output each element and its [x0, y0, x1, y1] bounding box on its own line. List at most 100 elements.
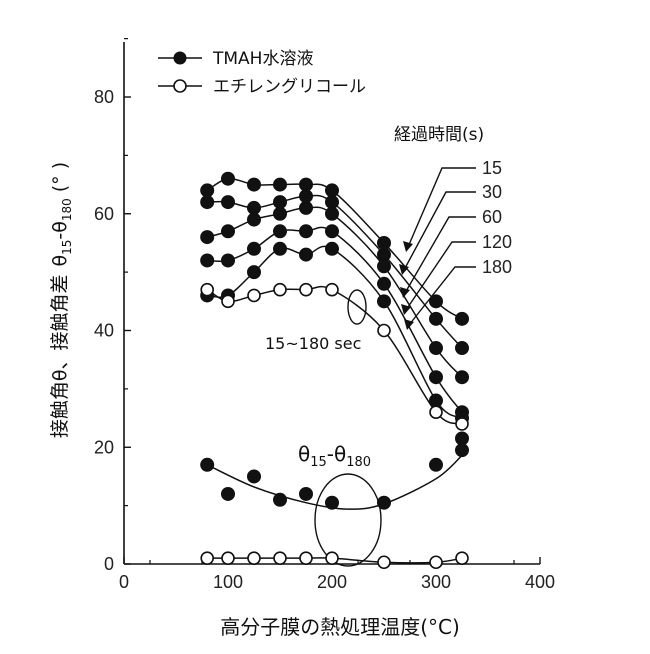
data-point-open	[273, 551, 287, 565]
time-label: 15	[482, 158, 502, 178]
data-point-filled	[299, 247, 313, 262]
data-point-filled	[200, 183, 215, 198]
data-point-filled	[455, 311, 469, 326]
data-point-filled	[377, 259, 391, 274]
x-axis-label: 高分子膜の熱処理温度(°C)	[220, 615, 460, 639]
data-point-open	[455, 551, 469, 565]
data-point-filled	[377, 235, 391, 250]
data-point-filled	[299, 486, 313, 501]
x-tick-label: 100	[213, 572, 243, 592]
time-label-arrowheads	[399, 241, 414, 330]
data-point-open	[325, 551, 339, 565]
y-tick-label: 60	[94, 204, 114, 224]
data-point-filled	[325, 224, 339, 239]
data-point-open	[299, 282, 313, 297]
annotation-shapes	[314, 167, 476, 567]
data-point-filled	[200, 457, 215, 472]
data-point-filled	[325, 206, 339, 221]
y-tick-label: 0	[104, 554, 114, 574]
data-point-open	[299, 551, 313, 565]
time-legend-labels: 15 30 60 120 180	[482, 158, 512, 277]
data-point-filled	[299, 224, 313, 239]
data-point-open	[455, 417, 469, 431]
data-point-open	[221, 294, 235, 309]
data-point-filled	[377, 247, 391, 262]
data-point-filled	[200, 230, 215, 245]
data-point-filled	[273, 195, 287, 210]
data-point-filled	[429, 370, 443, 385]
data-point-open	[429, 405, 443, 420]
data-point-open	[200, 282, 214, 297]
data-point-filled	[200, 253, 215, 268]
legend-label-tmah: TMAH水溶液	[212, 49, 313, 69]
data-point-open	[377, 555, 391, 570]
time-legend-title: 経過時間(s)	[394, 125, 484, 145]
diff-ellipse	[314, 473, 382, 567]
data-point-filled	[455, 443, 469, 458]
data-point-filled	[273, 206, 287, 221]
time-label: 60	[482, 207, 502, 227]
data-point-filled	[247, 265, 261, 280]
x-tick-label: 0	[119, 572, 129, 592]
data-point-filled	[429, 393, 443, 408]
data-point-filled	[247, 241, 261, 256]
data-point-open	[273, 282, 287, 297]
diff-annotation: θ15-θ180	[298, 442, 371, 470]
x-tick-label: 300	[421, 572, 451, 592]
data-point-filled	[221, 253, 235, 268]
axis-ticks: 0 100 200 300 400 0 20 40 60 80	[94, 38, 555, 592]
legend-label-eg: エチレングリコール	[213, 77, 366, 97]
data-point-open	[429, 555, 443, 570]
data-point-filled	[377, 276, 391, 291]
time-label: 30	[482, 182, 502, 202]
data-point-filled	[429, 457, 443, 472]
data-point-filled	[299, 200, 313, 215]
data-point-filled	[429, 311, 443, 326]
data-point-filled	[221, 224, 235, 239]
data-point-filled	[377, 294, 391, 309]
data-point-filled	[247, 177, 261, 192]
series-curve	[206, 454, 463, 510]
y-tick-label: 20	[94, 437, 114, 457]
x-tick-label: 200	[317, 572, 347, 592]
data-point-open	[247, 288, 261, 303]
x-tick-label: 400	[525, 572, 555, 592]
data-point-filled	[325, 183, 339, 198]
data-point-open	[325, 282, 339, 297]
legend: TMAH水溶液 エチレングリコール	[158, 49, 366, 97]
data-point-filled	[273, 492, 287, 507]
data-point-filled	[221, 195, 235, 210]
data-point-filled	[221, 486, 235, 501]
data-point-filled	[299, 177, 313, 192]
data-point-filled	[247, 200, 261, 215]
y-tick-label: 40	[94, 321, 114, 341]
data-point-filled	[377, 495, 391, 510]
data-point-filled	[455, 341, 469, 356]
data-point-open	[377, 323, 391, 338]
data-point-filled	[429, 341, 443, 356]
data-point-filled	[247, 212, 261, 227]
data-point-open	[221, 551, 235, 565]
data-point-filled	[455, 370, 469, 385]
data-point-filled	[455, 431, 469, 446]
data-point-filled	[325, 241, 339, 256]
data-points	[200, 171, 469, 570]
data-point-filled	[247, 469, 261, 484]
y-axis-label: 接触角θ、接触角差θ15-θ180(° )	[49, 162, 74, 438]
data-point-open	[200, 551, 214, 565]
data-point-filled	[325, 495, 339, 510]
data-point-filled	[273, 177, 287, 192]
y-tick-label: 80	[94, 87, 114, 107]
data-point-filled	[273, 224, 287, 239]
time-label-lines	[403, 167, 476, 326]
data-point-filled	[429, 294, 443, 309]
legend-filled-marker	[173, 51, 187, 65]
data-point-filled	[325, 195, 339, 210]
sec-range-ellipse	[347, 289, 367, 325]
data-point-filled	[299, 189, 313, 204]
data-point-filled	[221, 171, 235, 186]
series-curve	[207, 245, 463, 419]
sec-range-annotation: 15~180 sec	[265, 334, 361, 353]
data-point-filled	[273, 241, 287, 256]
